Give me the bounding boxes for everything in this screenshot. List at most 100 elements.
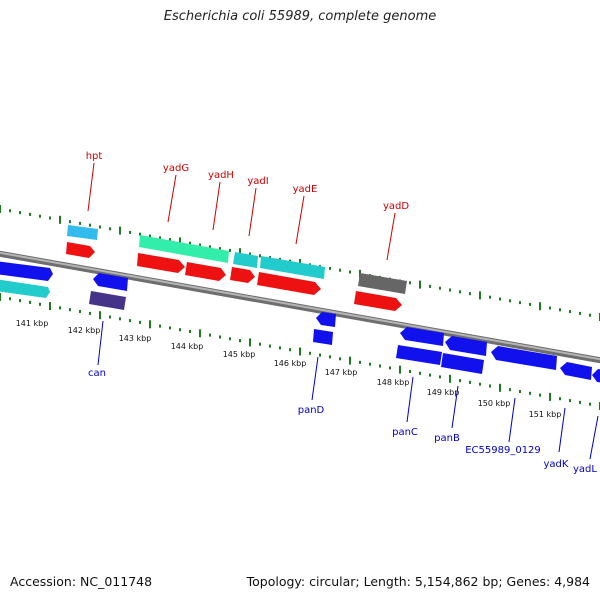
gene-feature-left-blue[interactable] xyxy=(0,261,53,281)
gene-feature-yadL[interactable] xyxy=(592,369,600,383)
ruler-label: 146 kbp xyxy=(274,359,307,368)
outer-ring-minor-tick xyxy=(189,241,191,245)
gene-label-yadL[interactable]: yadL xyxy=(573,464,597,475)
gene-label-yadG[interactable]: yadG xyxy=(163,163,189,174)
gene-label-panB[interactable]: panB xyxy=(434,433,460,444)
leader-line-yadE xyxy=(295,195,305,245)
gene-feature-panD[interactable] xyxy=(313,329,333,345)
inner-ring-minor-tick xyxy=(509,388,511,392)
gene-label-panD[interactable]: panD xyxy=(298,405,325,416)
outer-ring-minor-tick xyxy=(169,238,171,242)
inner-ring-major-tick xyxy=(399,365,401,374)
inner-ring-minor-tick xyxy=(119,317,121,321)
inner-ring-minor-tick xyxy=(159,324,161,328)
gene-feature-yadI-cyan[interactable] xyxy=(233,252,258,268)
gene-feature-panB-a[interactable] xyxy=(445,336,487,356)
inner-ring-minor-tick xyxy=(519,390,521,393)
inner-ring-minor-tick xyxy=(269,344,271,348)
inner-ring-major-tick xyxy=(0,293,1,301)
inner-ring-minor-tick xyxy=(329,355,331,359)
inner-ring-minor-tick xyxy=(179,328,181,332)
inner-ring-minor-tick xyxy=(429,373,431,377)
leader-line-panD xyxy=(311,356,319,401)
leader-line-yadI xyxy=(248,187,257,237)
gene-feature-hpt-a[interactable] xyxy=(67,225,98,240)
outer-ring-minor-tick xyxy=(569,310,571,314)
inner-ring-minor-tick xyxy=(439,375,441,379)
gene-feature-left-cyan[interactable] xyxy=(0,279,50,298)
accession-text: Accession: NC_011748 xyxy=(10,574,153,589)
gene-feature-yadG-mint[interactable] xyxy=(139,235,229,263)
inner-ring-minor-tick xyxy=(139,320,141,324)
genome-backbone-highlight xyxy=(0,251,600,361)
inner-ring-minor-tick xyxy=(409,370,411,373)
reverse-gene-labels: can panD panC panB EC55989_0129 yadK yad… xyxy=(88,320,599,475)
genome-summary-text: Topology: circular; Length: 5,154,862 bp… xyxy=(246,574,590,589)
outer-ring-minor-tick xyxy=(549,306,551,310)
gene-feature-can-a[interactable] xyxy=(93,273,128,291)
leader-line-yadD xyxy=(386,212,396,261)
inner-ring-minor-tick xyxy=(219,335,221,339)
inner-ring-major-tick xyxy=(99,311,101,320)
outer-ring-major-tick xyxy=(59,215,61,224)
outer-ring-minor-tick xyxy=(579,311,581,315)
gene-feature-yadI[interactable] xyxy=(230,267,255,283)
gene-label-yadK[interactable]: yadK xyxy=(544,459,569,470)
inner-ring-major-tick xyxy=(49,302,51,311)
leader-line-yadL xyxy=(589,415,599,460)
gene-feature-yadD-gray[interactable] xyxy=(358,273,407,294)
outer-ring-minor-tick xyxy=(589,313,591,317)
gene-label-yadD[interactable]: yadD xyxy=(383,201,409,212)
gene-feature-panB[interactable] xyxy=(441,353,484,374)
feature-layer xyxy=(0,225,600,383)
gene-label-yadE[interactable]: yadE xyxy=(293,184,318,195)
inner-ring-minor-tick xyxy=(79,310,81,313)
inner-ring-major-tick xyxy=(199,329,201,338)
gene-feature-panD-a[interactable] xyxy=(316,312,336,327)
inner-ring-minor-tick xyxy=(39,302,41,306)
gene-feature-EC55989_0129[interactable] xyxy=(491,346,557,370)
gene-feature-yadK[interactable] xyxy=(560,362,592,380)
gene-feature-panC-a[interactable] xyxy=(400,327,444,346)
outer-ring-minor-tick xyxy=(19,211,21,215)
leader-line-panB xyxy=(451,385,459,429)
inner-ring-minor-tick xyxy=(479,382,481,386)
gene-label-hpt[interactable]: hpt xyxy=(86,151,103,162)
outer-ring-minor-tick xyxy=(209,245,211,249)
gene-feature-yadH[interactable] xyxy=(185,262,226,281)
gene-feature-yadG[interactable] xyxy=(137,253,185,273)
inner-ring-minor-tick xyxy=(319,353,321,357)
inner-ring-minor-tick xyxy=(369,362,371,366)
inner-ring-minor-tick xyxy=(389,366,391,370)
outer-ring-major-tick xyxy=(419,280,421,289)
outer-ring-minor-tick xyxy=(559,308,561,312)
leader-line-yadG xyxy=(167,174,177,223)
gene-label-EC55989_0129[interactable]: EC55989_0129 xyxy=(465,445,541,456)
inner-ring-minor-tick xyxy=(529,391,531,395)
inner-ring-minor-tick xyxy=(579,400,581,404)
gene-feature-panC[interactable] xyxy=(396,345,442,365)
outer-ring-minor-tick xyxy=(89,223,91,227)
outer-ring-minor-tick xyxy=(129,230,131,234)
outer-ring-minor-tick xyxy=(439,286,441,290)
gene-feature-can[interactable] xyxy=(89,291,126,310)
inner-ring-major-tick xyxy=(299,347,301,356)
outer-ring-minor-tick xyxy=(519,301,521,305)
outer-ring-minor-tick xyxy=(79,221,81,225)
gene-feature-yadE[interactable] xyxy=(257,272,321,295)
gene-label-panC[interactable]: panC xyxy=(392,427,418,438)
ruler-label: 149 kbp xyxy=(427,388,460,397)
inner-ring-minor-tick xyxy=(169,326,171,330)
gene-label-yadI[interactable]: yadI xyxy=(247,176,268,187)
gene-label-can[interactable]: can xyxy=(88,368,106,379)
inner-ring-minor-tick xyxy=(239,339,241,343)
gene-feature-yadD[interactable] xyxy=(354,291,402,311)
gene-feature-hpt[interactable] xyxy=(66,242,95,258)
inner-tick-ring xyxy=(0,293,600,410)
gene-feature-yadE-cyan[interactable] xyxy=(260,256,325,279)
ruler-label: 141 kbp xyxy=(16,319,49,328)
gene-label-yadH[interactable]: yadH xyxy=(208,170,234,181)
outer-ring-minor-tick xyxy=(499,297,501,301)
ruler-label: 143 kbp xyxy=(119,334,152,343)
outer-ring-major-tick xyxy=(119,226,121,235)
